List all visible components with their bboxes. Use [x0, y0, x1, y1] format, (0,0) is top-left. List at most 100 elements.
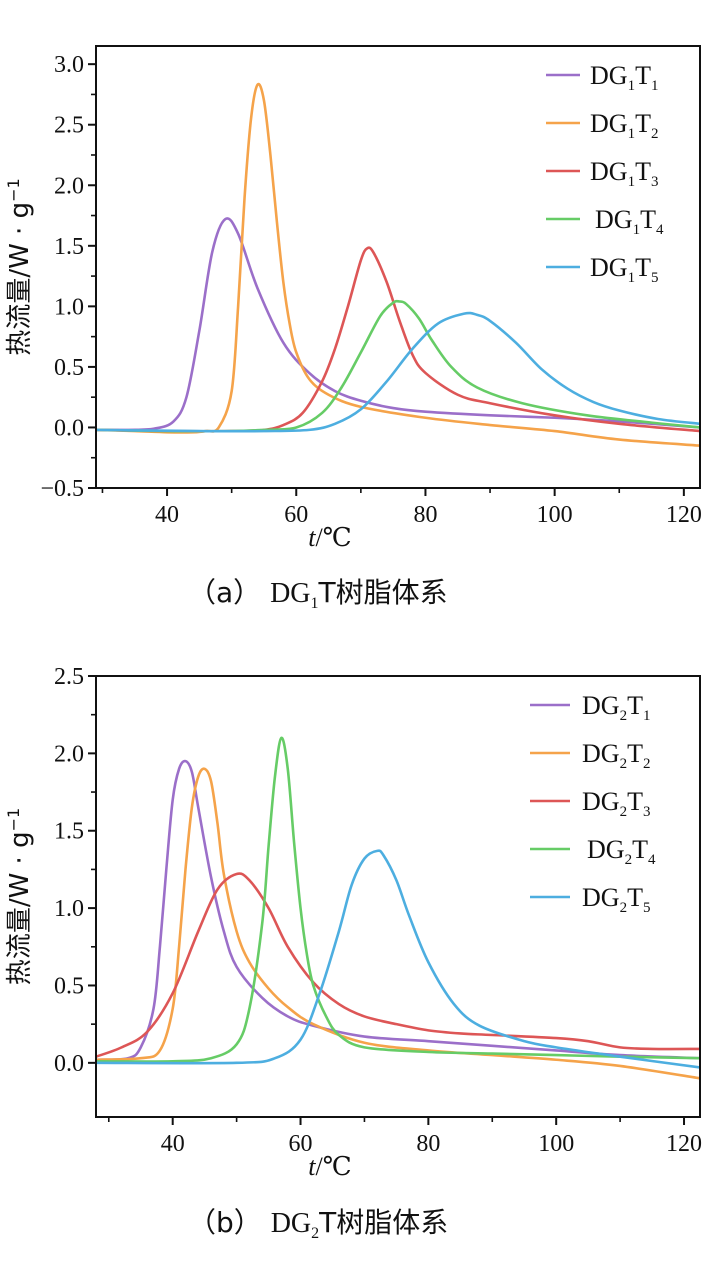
series-line-dg2t4 — [96, 736, 700, 1063]
legend-label-sub2: 2 — [651, 126, 659, 142]
y-axis-label-main: 热流量/W · g — [5, 831, 35, 985]
legend-label-mid: T — [635, 109, 651, 138]
y-tick-label: 1.5 — [54, 234, 84, 260]
y-tick-label: 1.0 — [54, 294, 84, 320]
panel-caption-b: （b） DG2T树脂体系 — [188, 1206, 448, 1242]
legend-label-base: DG — [587, 835, 625, 864]
legend-label-base: DG — [582, 739, 620, 768]
legend-label-sub1: 1 — [628, 126, 636, 142]
legend-label-sub2: 4 — [656, 222, 664, 238]
legend-item-dg1t5: DG1T5 — [546, 253, 658, 286]
legend-label: DG1T5 — [590, 253, 658, 286]
caption-sub: 2 — [311, 1225, 319, 1242]
x-tick-label: 60 — [289, 1131, 313, 1157]
legend-label-sub1: 2 — [620, 900, 628, 916]
y-axis-label-main: 热流量/W · g — [5, 202, 35, 356]
y-tick-label: 0.5 — [54, 973, 84, 999]
legend-label-base: DG — [582, 883, 620, 912]
plot-frame — [95, 675, 701, 1118]
series-line-dg1t1 — [96, 217, 700, 432]
x-tick-label: 60 — [284, 502, 308, 528]
legend-item-dg2t4: DG2T4 — [530, 835, 656, 868]
y-tick-label: 1.0 — [54, 896, 84, 922]
legend-label-sub2: 1 — [643, 708, 651, 724]
x-axis-variable: t — [308, 1152, 316, 1181]
legend-label-sub1: 2 — [625, 852, 633, 868]
x-tick-label: 100 — [537, 502, 573, 528]
legend-label-mid: T — [635, 253, 651, 282]
legend-label-base: DG — [595, 205, 633, 234]
legend-label-base: DG — [590, 157, 628, 186]
chart-panel-b: 40 60 80 100 120 0.0 0.5 1.0 1.5 2.0 2.5 t/℃ 热流量/W ·… — [4, 664, 702, 1181]
series-line-dg1t5 — [96, 311, 700, 433]
legend-label-sub2: 4 — [648, 852, 656, 868]
y-tick-label: 2.0 — [54, 741, 84, 767]
legend-item-dg2t2: DG2T2 — [530, 739, 650, 772]
plot-area — [96, 736, 700, 1080]
legend-label-sub2: 3 — [643, 804, 651, 820]
x-tick-label: 120 — [666, 502, 702, 528]
y-tick-label: 3.0 — [54, 52, 84, 78]
legend-label: DG2T5 — [582, 883, 650, 916]
x-tick-label: 40 — [161, 1131, 185, 1157]
legend-label-base: DG — [582, 691, 620, 720]
x-tick-label: 80 — [416, 1131, 440, 1157]
y-axis-label: 热流量/W · g−1 — [4, 808, 35, 985]
legend-label-sub1: 2 — [620, 804, 628, 820]
legend-label: DG2T2 — [582, 739, 650, 772]
legend-label-mid: T — [627, 739, 643, 768]
legend-item-dg1t2: DG1T2 — [546, 109, 658, 142]
caption-prefix: （a） — [188, 576, 270, 609]
plot-area — [96, 82, 700, 447]
legend-label-mid: T — [632, 835, 648, 864]
x-tick-label: 40 — [155, 502, 179, 528]
y-axis-label-sup: −1 — [4, 178, 23, 202]
legend-label-sub1: 1 — [628, 174, 636, 190]
legend-label-sub2: 5 — [651, 270, 659, 286]
y-tick-label: 2.0 — [54, 173, 84, 199]
legend-label-sub2: 3 — [651, 174, 659, 190]
chart-panel-a: 40 60 80 100 120 −0.5 0.0 0.5 1.0 1.5 2.0 2.5 3.0 t/℃… — [4, 45, 702, 552]
y-tick-label: 0.5 — [54, 355, 84, 381]
caption-main: DG — [270, 578, 310, 609]
legend-item-dg2t5: DG2T5 — [530, 883, 650, 916]
plot-frame — [95, 45, 701, 489]
legend-label-mid: T — [627, 691, 643, 720]
legend-label-base: DG — [590, 61, 628, 90]
y-tick-label: 2.5 — [54, 113, 84, 139]
series-line-dg2t3 — [96, 872, 700, 1058]
legend-label: DG1T3 — [590, 157, 658, 190]
legend-item-dg1t1: DG1T1 — [546, 61, 658, 94]
legend-label-sub1: 1 — [633, 222, 641, 238]
caption-prefix: （b） — [188, 1206, 271, 1239]
legend-item-dg2t1: DG2T1 — [530, 691, 650, 724]
legend-label-mid: T — [635, 61, 651, 90]
legend-label-base: DG — [590, 109, 628, 138]
x-tick-label: 100 — [538, 1131, 574, 1157]
legend-item-dg2t3: DG2T3 — [530, 787, 650, 820]
legend-label-sub2: 5 — [643, 900, 651, 916]
legend-label: DG2T3 — [582, 787, 650, 820]
legend-label: DG1T2 — [590, 109, 658, 142]
x-axis-unit: /℃ — [315, 523, 351, 552]
legend-label-base: DG — [590, 253, 628, 282]
caption-main: DG — [271, 1208, 311, 1239]
legend-label-sub1: 2 — [620, 756, 628, 772]
series-line-dg2t5 — [96, 849, 700, 1069]
legend-label: DG1T1 — [590, 61, 658, 94]
legend-label: DG2T4 — [587, 835, 656, 868]
legend-label: DG1T4 — [595, 205, 664, 238]
legend-label-mid: T — [627, 883, 643, 912]
legend-label-sub2: 2 — [643, 756, 651, 772]
series-line-dg2t1 — [96, 759, 700, 1062]
y-tick-label: 1.5 — [54, 819, 84, 845]
caption-rest: T树脂体系 — [318, 576, 448, 609]
caption-rest: T树脂体系 — [318, 1206, 448, 1239]
legend-label-mid: T — [635, 157, 651, 186]
legend-label-sub1: 2 — [620, 708, 628, 724]
x-axis-label: t/℃ — [308, 1152, 352, 1181]
panel-caption-a: （a） DG1T树脂体系 — [188, 576, 448, 612]
